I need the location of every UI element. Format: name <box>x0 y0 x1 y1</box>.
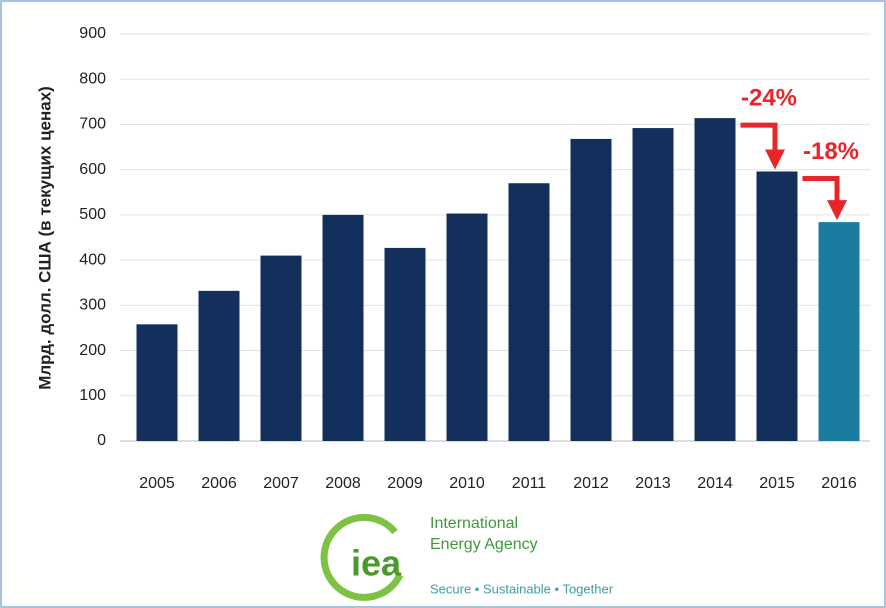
x-tick-label: 2012 <box>573 475 609 492</box>
x-tick-label: 2015 <box>759 475 795 492</box>
bar <box>446 213 488 441</box>
logo-name: International <box>430 515 518 532</box>
bar <box>756 171 798 441</box>
y-axis-label: Млрд. долл. США (в текущих ценах) <box>35 86 54 390</box>
annotation-arrow <box>740 122 785 170</box>
y-tick-label: 900 <box>79 25 106 42</box>
bar <box>260 255 302 441</box>
bar <box>570 138 612 441</box>
y-tick-label: 300 <box>79 297 106 314</box>
bar <box>198 290 240 441</box>
y-tick-label: 800 <box>79 70 106 87</box>
x-tick-label: 2014 <box>697 475 733 492</box>
x-tick-label: 2007 <box>263 475 299 492</box>
bar <box>508 183 550 441</box>
logo-tagline: Secure • Sustainable • Together <box>430 581 614 596</box>
annotation: -18% <box>803 138 859 165</box>
y-tick-label: 700 <box>79 116 106 133</box>
logo: iea International Energy Agency Secure •… <box>320 513 614 601</box>
x-tick-label: 2009 <box>387 475 423 492</box>
logo-mark: iea <box>351 543 402 584</box>
bar <box>818 222 860 441</box>
y-tick-label: 200 <box>79 342 106 359</box>
logo-ring <box>320 513 404 601</box>
x-tick-label: 2006 <box>201 475 237 492</box>
bar <box>384 247 426 441</box>
y-tick-label: 400 <box>79 251 106 268</box>
y-tick-label: 100 <box>79 387 106 404</box>
logo-name: Energy Agency <box>430 536 538 553</box>
x-tick-label: 2010 <box>449 475 485 492</box>
x-tick-label: 2016 <box>821 475 857 492</box>
x-tick-label: 2005 <box>139 475 175 492</box>
bar <box>322 214 364 441</box>
bar <box>136 324 178 441</box>
x-tick-label: 2008 <box>325 475 361 492</box>
y-tick-label: 500 <box>79 206 106 223</box>
annotation: -24% <box>741 84 797 111</box>
x-tick-label: 2013 <box>635 475 671 492</box>
y-tick-label: 0 <box>97 432 106 449</box>
bar <box>632 128 674 441</box>
bar <box>694 118 736 441</box>
y-tick-label: 600 <box>79 161 106 178</box>
x-tick-label: 2011 <box>512 475 547 492</box>
annotation-arrow <box>802 175 847 221</box>
